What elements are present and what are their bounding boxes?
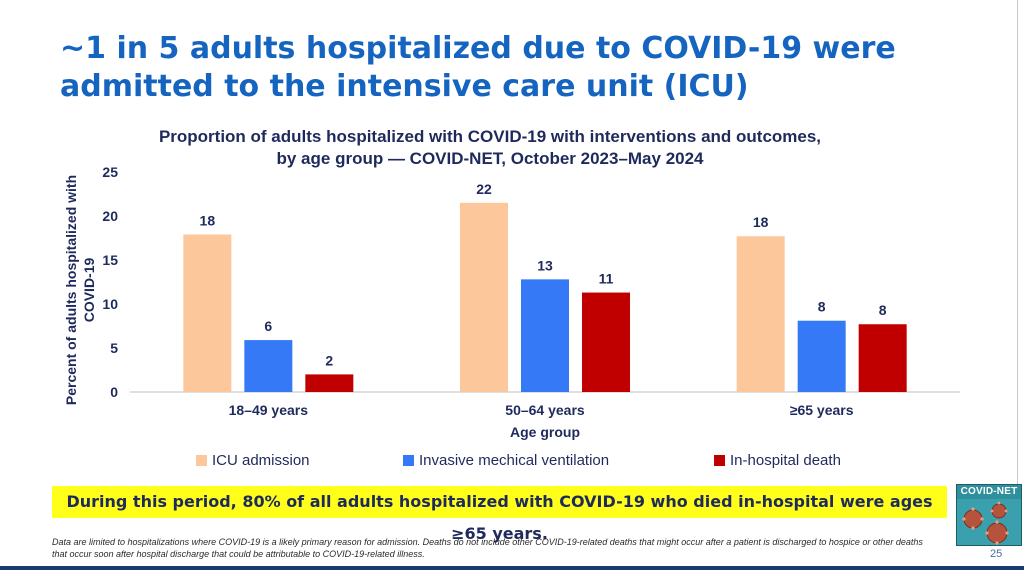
bar [244, 340, 293, 392]
legend-label: In-hospital death [730, 452, 841, 469]
data-label: 6 [264, 318, 272, 334]
legend-item: In-hospital death [714, 452, 841, 469]
callout-banner: During this period, 80% of all adults ho… [52, 486, 947, 543]
bar-chart: 0 5 10 15 20 25 18 6 2 18–49 years 22 13 11 50–64 yea… [63, 164, 960, 440]
page-number: 25 [990, 548, 1003, 560]
data-label: 11 [599, 271, 614, 287]
x-axis-label: Age group [510, 424, 580, 440]
y-axis-label-line-2: COVID-19 [81, 258, 97, 323]
legend-swatch [196, 455, 207, 466]
data-label: 8 [879, 302, 887, 318]
data-label: 8 [818, 299, 826, 315]
y-tick-label: 25 [102, 164, 118, 180]
x-tick-label: 50–64 years [505, 402, 585, 418]
data-label: 2 [325, 352, 333, 368]
legend-item: ICU admission [196, 452, 310, 469]
y-axis-label-line-1: Percent of adults hospitalized with [63, 175, 79, 405]
bar [460, 202, 508, 392]
legend-label: Invasive mechical ventilation [419, 452, 610, 469]
y-tick-label: 10 [102, 296, 118, 312]
bar [183, 234, 232, 392]
logo-text: COVID-NET [960, 486, 1018, 497]
bar [797, 320, 846, 392]
bar [305, 374, 354, 392]
bar [521, 279, 569, 392]
x-tick-label: 18–49 years [229, 402, 309, 418]
bar [858, 324, 907, 392]
virus-icon [957, 499, 1021, 545]
data-label: 18 [753, 214, 769, 230]
y-tick-label: 15 [102, 252, 118, 268]
slide-right-border [1017, 0, 1018, 520]
chart-title-line-1: Proportion of adults hospitalized with C… [158, 127, 822, 146]
covid-net-logo: COVID-NET [956, 484, 1022, 546]
bar [736, 236, 785, 392]
legend-item: Invasive mechical ventilation [403, 452, 609, 469]
y-tick-label: 0 [110, 384, 118, 400]
bar [582, 292, 630, 392]
legend-swatch [403, 455, 414, 466]
footnote: Data are limited to hospitalizations whe… [52, 537, 923, 559]
data-label: 13 [537, 257, 553, 273]
data-label: 22 [476, 181, 492, 197]
x-tick-label: ≥65 years [790, 402, 854, 418]
chart-title-line-2: by age group — COVID-NET, October 2023–M… [276, 149, 704, 168]
y-tick-label: 5 [110, 340, 118, 356]
legend-label: ICU admission [212, 452, 310, 469]
bottom-bar [0, 566, 1024, 570]
chart-title: Proportion of adults hospitalized with C… [100, 126, 880, 170]
chart-legend: ICU admission Invasive mechical ventilati… [0, 452, 1024, 472]
y-tick-label: 20 [102, 208, 118, 224]
slide-title: ~1 in 5 adults hospitalized due to COVID… [60, 31, 896, 104]
data-label: 18 [200, 212, 216, 228]
legend-swatch [714, 455, 725, 466]
